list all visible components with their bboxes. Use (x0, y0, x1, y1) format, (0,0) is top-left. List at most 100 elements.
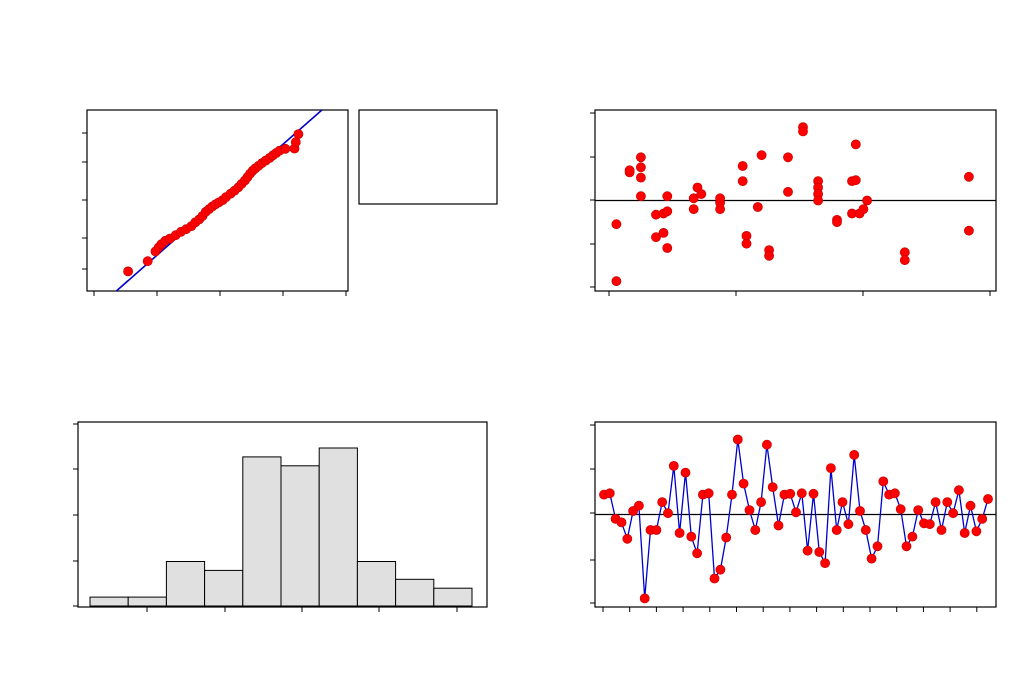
probability-point (123, 266, 134, 277)
probability-point (142, 256, 153, 267)
residual-order-point (802, 545, 813, 556)
residual-order-point (855, 506, 865, 516)
residual-fit-point (964, 171, 974, 182)
residual-order-point (767, 482, 778, 492)
residual-order-point (663, 508, 673, 519)
residual-order-point (872, 541, 883, 552)
residual-order-point (668, 460, 679, 471)
histogram-bar (433, 587, 473, 607)
residual-order-point (913, 505, 924, 515)
residual-order-point (901, 541, 912, 552)
residual-order-point (849, 449, 860, 460)
residual-order-point (709, 573, 720, 584)
residual-order-point (692, 548, 702, 559)
residual-order-point (965, 500, 976, 511)
residual-order-point (744, 505, 755, 515)
residual-fit-point (850, 175, 861, 186)
residuals-versus-order-plot (590, 421, 997, 612)
residual-order-point (826, 463, 836, 473)
residual-order-point (727, 489, 737, 500)
residual-fit-point (636, 172, 646, 183)
histogram-bar (395, 578, 435, 607)
residual-order-point (971, 526, 982, 537)
residual-fit-point (832, 217, 842, 227)
residual-order-point (983, 494, 993, 504)
residual-fit-point (850, 139, 861, 150)
residual-order-point (942, 497, 953, 507)
residual-order-point (866, 553, 877, 564)
residual-order-point (639, 593, 650, 604)
residual-order-point (756, 497, 766, 507)
residual-fit-point (624, 165, 635, 176)
order-connecting-line (603, 439, 989, 599)
residual-fit-point (813, 195, 823, 206)
histogram-bar (242, 456, 282, 607)
residual-fit-point (715, 193, 725, 204)
probability-point (280, 143, 291, 154)
residual-order-point (616, 517, 627, 528)
residual-fit-point (688, 204, 699, 214)
residual-fit-point (636, 152, 646, 163)
residual-order-point (860, 525, 871, 535)
histogram-plot (73, 421, 488, 612)
residual-fit-point (783, 152, 793, 163)
residual-fit-point (798, 126, 808, 137)
residual-order-point (604, 488, 615, 499)
residual-order-point (686, 531, 697, 542)
residual-fit-point (737, 176, 748, 186)
residual-fit-point (783, 186, 793, 197)
residual-fit-point (756, 150, 767, 161)
residual-fit-point (611, 276, 622, 287)
residual-order-point (948, 508, 958, 519)
residual-order-point (750, 525, 761, 535)
histogram-bar (318, 447, 358, 607)
residual-order-point (715, 564, 726, 575)
residual-order-point (703, 488, 714, 499)
residual-order-point (831, 525, 842, 535)
histogram-bar (204, 569, 244, 607)
residual-order-point (732, 434, 743, 445)
normal-probability-plot (82, 109, 349, 296)
residual-order-point (930, 497, 941, 507)
residual-order-point (738, 478, 749, 489)
residual-order-point (814, 547, 825, 557)
probability-point (293, 129, 304, 139)
histogram-bar (280, 465, 320, 607)
residual-fit-point (696, 189, 707, 199)
residual-fit-point (636, 162, 646, 173)
residual-fit-point (737, 161, 748, 171)
residual-order-point (924, 519, 935, 530)
residual-order-point (773, 520, 784, 531)
residual-fit-point (636, 191, 646, 202)
residual-fit-point (862, 195, 872, 206)
residual-fit-point (752, 202, 763, 212)
residual-order-point (837, 497, 848, 507)
histogram-bar (165, 561, 206, 607)
residual-order-point (680, 467, 691, 478)
residual-order-point (959, 528, 970, 538)
residual-order-point (895, 504, 906, 515)
residual-order-point (657, 497, 668, 507)
residual-order-point (936, 525, 947, 535)
residual-order-point (843, 519, 854, 530)
residual-order-point (796, 488, 807, 499)
residual-order-point (674, 528, 685, 538)
residual-order-point (907, 531, 918, 542)
residual-order-point (820, 558, 830, 568)
residual-order-point (977, 514, 988, 524)
residual-fit-point (662, 243, 673, 253)
residual-order-point (634, 500, 644, 511)
histogram-bar (89, 596, 129, 607)
residual-fit-point (662, 206, 673, 217)
residual-fit-point (964, 225, 974, 236)
residual-order-point (622, 533, 633, 544)
residual-fit-point (651, 232, 661, 243)
residual-fit-point (658, 227, 669, 238)
residual-fit-point (688, 193, 699, 204)
residual-fit-point (715, 204, 725, 214)
residual-fit-point (741, 238, 752, 249)
residual-order-point (878, 476, 889, 487)
histogram-bar (127, 596, 167, 607)
residual-fit-point (764, 250, 774, 261)
